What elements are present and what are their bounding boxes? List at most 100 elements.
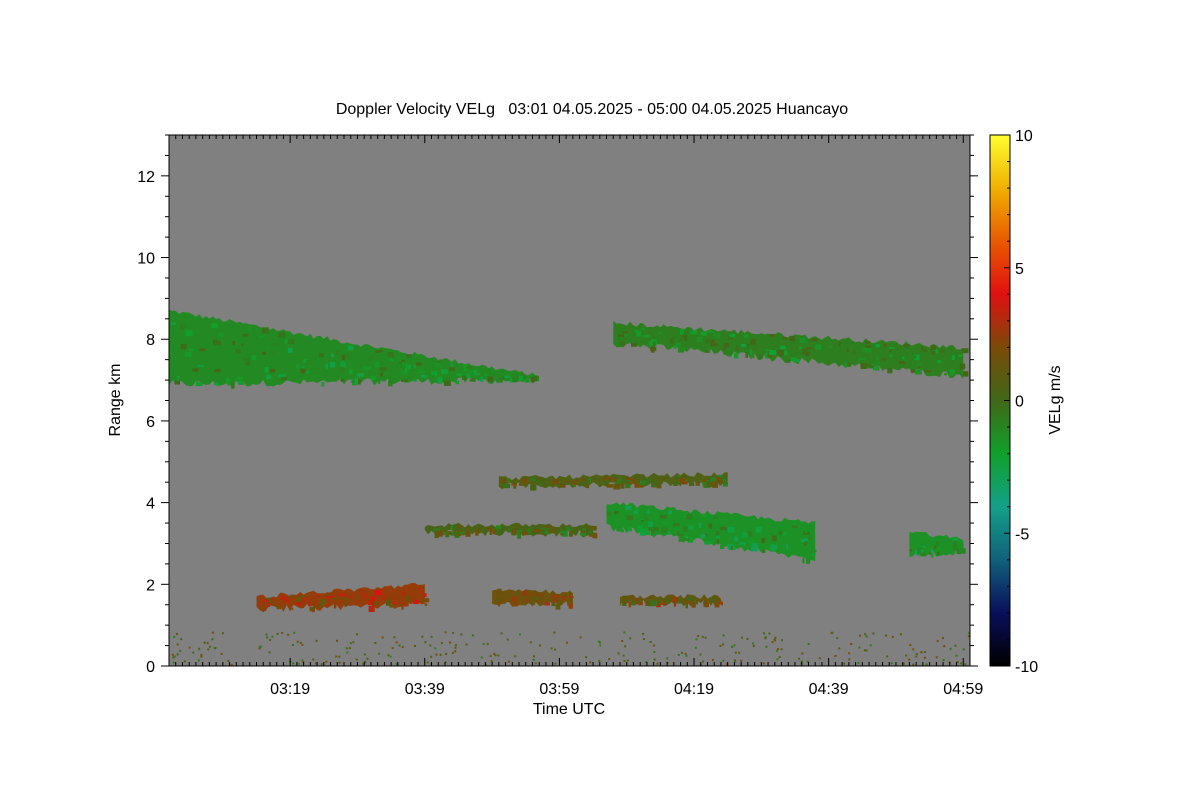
y-tick-label: 8 <box>146 332 155 349</box>
echo-texture <box>745 352 748 358</box>
echo-texture <box>604 476 612 481</box>
echo-texture <box>873 366 879 371</box>
echo-texture <box>703 514 706 517</box>
echo-texture <box>329 362 336 368</box>
echo-texture <box>466 373 471 379</box>
echo-texture <box>659 602 666 605</box>
clutter-pixel <box>374 642 377 644</box>
colorbar: 10 5 0 -5 -10 VELg m/s <box>989 128 1064 676</box>
echo-texture <box>603 480 609 484</box>
clutter-pixel <box>585 656 588 659</box>
echo-texture <box>803 531 810 535</box>
echo-texture <box>684 513 688 519</box>
clutter-pixel <box>885 634 887 637</box>
echo-texture <box>846 348 851 352</box>
echo-texture <box>370 375 376 381</box>
clutter-pixel <box>597 640 600 643</box>
clutter-pixel <box>954 644 957 647</box>
echo-texture <box>541 477 546 482</box>
echo-texture <box>540 527 546 530</box>
echo-texture <box>638 601 643 606</box>
echo-texture <box>492 528 496 535</box>
echo-texture <box>658 475 665 479</box>
echo-texture <box>196 382 203 387</box>
echo-texture <box>720 480 724 484</box>
echo-texture <box>676 531 680 536</box>
echo-texture <box>705 339 711 344</box>
clutter-pixel <box>859 634 861 637</box>
echo-texture <box>445 525 449 530</box>
clutter-pixel <box>395 663 398 665</box>
echo-texture <box>707 330 713 333</box>
echo-texture <box>620 528 625 533</box>
echo-texture <box>883 343 887 347</box>
echo-texture <box>627 526 632 532</box>
echo-texture <box>497 588 502 594</box>
echo-texture <box>434 362 442 368</box>
echo-texture <box>285 597 289 600</box>
echo-texture <box>682 598 688 603</box>
echo-texture <box>622 600 626 604</box>
echo-texture <box>603 476 607 480</box>
echo-texture <box>735 345 739 351</box>
clutter-pixel <box>629 637 632 640</box>
echo-texture <box>444 361 447 366</box>
echo-texture <box>192 368 199 372</box>
clutter-pixel <box>293 631 296 634</box>
clutter-pixel <box>401 646 404 649</box>
echo-texture <box>613 477 618 482</box>
echo-texture <box>271 601 278 607</box>
echo-texture <box>631 342 637 347</box>
echo-texture <box>239 345 246 350</box>
clutter-pixel <box>349 642 352 645</box>
clutter-pixel <box>439 653 442 656</box>
echo-texture <box>405 363 409 368</box>
echo-texture <box>601 478 604 482</box>
clutter-pixel <box>608 658 611 661</box>
echo-texture <box>544 602 550 606</box>
echo-texture <box>645 531 651 536</box>
clutter-pixel <box>445 653 448 655</box>
clutter-pixel <box>378 652 381 655</box>
clutter-pixel <box>452 631 455 634</box>
echo-texture <box>529 478 536 481</box>
clutter-pixel <box>848 652 851 655</box>
clutter-pixel <box>589 661 592 664</box>
echo-texture <box>784 341 787 346</box>
echo-texture <box>343 349 348 355</box>
echo-texture <box>179 323 186 330</box>
clutter-pixel <box>925 663 928 666</box>
echo-texture <box>284 339 288 344</box>
clutter-pixel <box>325 660 328 663</box>
clutter-pixel <box>335 655 338 658</box>
echo-texture <box>762 549 766 553</box>
y-tick-label: 4 <box>146 496 155 513</box>
clutter-pixel <box>493 652 496 655</box>
echo-texture <box>264 367 269 373</box>
echo-texture <box>614 334 617 341</box>
echo-texture <box>392 601 395 604</box>
clutter-pixel <box>902 662 905 665</box>
echo-texture <box>648 521 653 527</box>
echo-texture <box>214 340 222 346</box>
clutter-pixel <box>348 647 351 650</box>
echo-texture <box>402 591 406 597</box>
clutter-pixel <box>762 632 765 635</box>
echo-texture <box>717 474 723 478</box>
clutter-pixel <box>532 658 535 661</box>
echo-texture <box>458 525 464 528</box>
echo-texture <box>567 603 573 606</box>
echo-texture <box>936 541 940 547</box>
echo-texture <box>226 378 230 383</box>
echo-texture <box>636 330 642 337</box>
echo-texture <box>633 508 638 514</box>
clutter-pixel <box>695 638 698 641</box>
clutter-pixel <box>617 652 620 655</box>
echo-texture <box>889 354 893 358</box>
echo-texture <box>727 543 734 550</box>
echo-texture <box>847 362 852 367</box>
echo-texture <box>360 593 367 599</box>
clutter-pixel <box>482 643 485 645</box>
echo-texture <box>555 603 561 610</box>
echo-texture <box>806 347 813 350</box>
